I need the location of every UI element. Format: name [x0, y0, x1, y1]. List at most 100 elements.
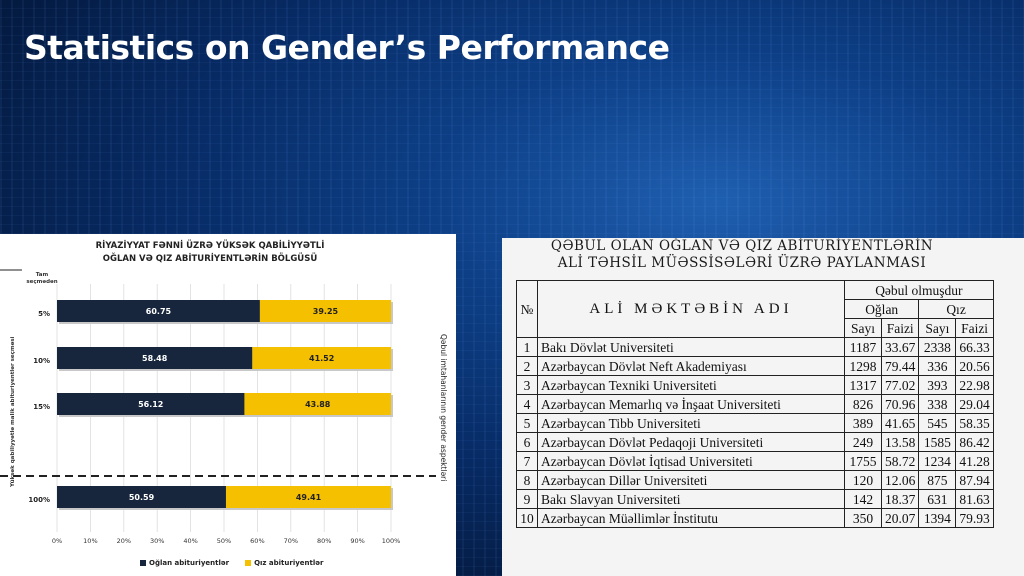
- row-no: 9: [516, 489, 538, 509]
- row-girls-pct: 79.93: [955, 508, 994, 528]
- x-tick-label: 80%: [317, 537, 331, 545]
- bar-girls: [252, 347, 391, 369]
- row-boys-pct: 12.06: [880, 470, 920, 490]
- row-girls-count: 338: [918, 394, 957, 414]
- row-university-name: Bakı Slavyan Universiteti: [537, 489, 845, 509]
- tam-label-line1: Tam: [35, 272, 49, 278]
- table-row: 1 Bakı Dövlət Universiteti 1187 33.67 2338 66…: [516, 337, 994, 357]
- row-boys-pct: 33.67: [880, 337, 920, 357]
- data-label-girls: 43.88: [305, 400, 331, 409]
- bar-girls: [244, 393, 391, 415]
- x-tick-label: 30%: [150, 537, 164, 545]
- row-university-name: Azərbaycan Dövlət İqtisad Universiteti: [537, 451, 845, 471]
- chart-legend: Oğlan abituriyentlər Qız abituriyentlər: [140, 559, 323, 567]
- row-university-name: Azərbaycan Texniki Universiteti: [537, 375, 845, 395]
- row-boys-count: 350: [844, 508, 882, 528]
- legend-label-boys: Oğlan abituriyentlər: [149, 559, 230, 567]
- row-university-name: Azərbaycan Dövlət Pedaqoji Universiteti: [537, 432, 845, 452]
- row-girls-pct: 87.94: [955, 470, 994, 490]
- x-tick-label: 20%: [117, 537, 131, 545]
- row-boys-count: 249: [844, 432, 882, 452]
- row-girls-pct: 22.98: [955, 375, 994, 395]
- col-header-group: Qəbul olmuşdur: [844, 280, 994, 300]
- row-girls-pct: 81.63: [955, 489, 994, 509]
- row-no: 7: [516, 451, 538, 471]
- table-title-line1: QƏBUL OLAN OĞLAN VƏ QIZ ABİTURİYENTLƏRİN: [550, 238, 934, 254]
- data-label-boys: 58.48: [142, 354, 168, 363]
- row-no: 6: [516, 432, 538, 452]
- category-label: 100%: [28, 496, 50, 504]
- row-boys-pct: 18.37: [880, 489, 920, 509]
- row-girls-pct: 20.56: [955, 356, 994, 376]
- col-header-no: №: [516, 280, 538, 338]
- row-university-name: Bakı Dövlət Universiteti: [537, 337, 845, 357]
- table-panel: QƏBUL OLAN OĞLAN VƏ QIZ ABİTURİYENTLƏRİN…: [502, 238, 1024, 576]
- side-label: Qəbul imtahanlarının gender aspektləri: [439, 334, 448, 482]
- row-no: 8: [516, 470, 538, 490]
- legend-swatch-girls: [245, 560, 252, 566]
- row-university-name: Azərbaycan Memarlıq və İnşaat Universite…: [537, 394, 845, 414]
- row-university-name: Azərbaycan Tibb Universiteti: [537, 413, 845, 433]
- row-university-name: Azərbaycan Dillər Universiteti: [537, 470, 845, 490]
- table-row: 7 Azərbaycan Dövlət İqtisad Universiteti 1…: [516, 451, 994, 471]
- x-tick-label: 40%: [183, 537, 197, 545]
- row-boys-count: 1755: [844, 451, 882, 471]
- table-row: 8 Azərbaycan Dillər Universiteti 120 12.06 8…: [516, 470, 994, 490]
- x-tick-label: 70%: [284, 537, 298, 545]
- tam-label-line2: seçmədən: [26, 279, 58, 285]
- legend-label-girls: Qız abituriyentlər: [254, 559, 324, 567]
- data-label-girls: 39.25: [313, 307, 339, 316]
- row-girls-count: 2338: [918, 337, 957, 357]
- row-boys-pct: 70.96: [880, 394, 920, 414]
- bar-boys: [57, 486, 226, 508]
- row-boys-count: 142: [844, 489, 882, 509]
- row-girls-pct: 29.04: [955, 394, 994, 414]
- chart-title: RİYAZİYYAT FƏNNİ ÜZRƏ YÜKSƏK QABİLİYYƏTL…: [60, 240, 360, 266]
- bar-boys: [57, 347, 253, 369]
- row-no: 4: [516, 394, 538, 414]
- row-boys-count: 120: [844, 470, 882, 490]
- row-girls-count: 631: [918, 489, 957, 509]
- table-row: 6 Azərbaycan Dövlət Pedaqoji Universiteti…: [516, 432, 994, 452]
- x-tick-label: 90%: [350, 537, 364, 545]
- row-boys-count: 1317: [844, 375, 882, 395]
- category-label: 5%: [38, 310, 50, 318]
- row-no: 3: [516, 375, 538, 395]
- row-boys-pct: 13.58: [880, 432, 920, 452]
- data-label-girls: 49.41: [296, 493, 322, 502]
- bar-girls: [259, 300, 391, 322]
- x-tick-label: 0%: [52, 537, 62, 545]
- data-label-boys: 56.12: [138, 400, 163, 409]
- row-boys-pct: 77.02: [880, 375, 920, 395]
- category-label: 10%: [33, 357, 50, 365]
- legend-item-girls: Qız abituriyentlər: [245, 559, 323, 567]
- row-girls-pct: 66.33: [955, 337, 994, 357]
- row-girls-count: 1394: [918, 508, 957, 528]
- row-boys-count: 1187: [844, 337, 882, 357]
- row-girls-count: 393: [918, 375, 957, 395]
- row-girls-pct: 41.28: [955, 451, 994, 471]
- chart-panel: RİYAZİYYAT FƏNNİ ÜZRƏ YÜKSƏK QABİLİYYƏTL…: [0, 234, 456, 576]
- table-row: 2 Azərbaycan Dövlət Neft Akademiyası 1298 7…: [516, 356, 994, 376]
- row-boys-count: 826: [844, 394, 882, 414]
- x-tick-label: 60%: [250, 537, 264, 545]
- row-girls-pct: 58.35: [955, 413, 994, 433]
- chart-title-line2: OĞLAN VƏ QIZ ABİTURİYENTLƏRİN BÖLGÜSÜ: [102, 254, 318, 264]
- row-girls-count: 1585: [918, 432, 957, 452]
- row-boys-count: 389: [844, 413, 882, 433]
- row-university-name: Azərbaycan Dövlət Neft Akademiyası: [537, 356, 845, 376]
- table-title: QƏBUL OLAN OĞLAN VƏ QIZ ABİTURİYENTLƏRİN…: [502, 238, 982, 272]
- row-girls-count: 545: [918, 413, 957, 433]
- row-boys-pct: 79.44: [880, 356, 920, 376]
- row-girls-count: 875: [918, 470, 957, 490]
- bar-boys: [57, 300, 260, 322]
- data-label-boys: 50.59: [129, 493, 155, 502]
- university-table: № ALİ MƏKTƏBİN ADI Qəbul olmuşdur Oğlan …: [516, 280, 994, 528]
- row-no: 5: [516, 413, 538, 433]
- table-row: 3 Azərbaycan Texniki Universiteti 1317 77.0…: [516, 375, 994, 395]
- table-row: 9 Bakı Slavyan Universiteti 142 18.37 631 81.…: [516, 489, 994, 509]
- row-girls-pct: 86.42: [955, 432, 994, 452]
- data-label-boys: 60.75: [146, 307, 172, 316]
- row-girls-count: 336: [918, 356, 957, 376]
- row-boys-count: 1298: [844, 356, 882, 376]
